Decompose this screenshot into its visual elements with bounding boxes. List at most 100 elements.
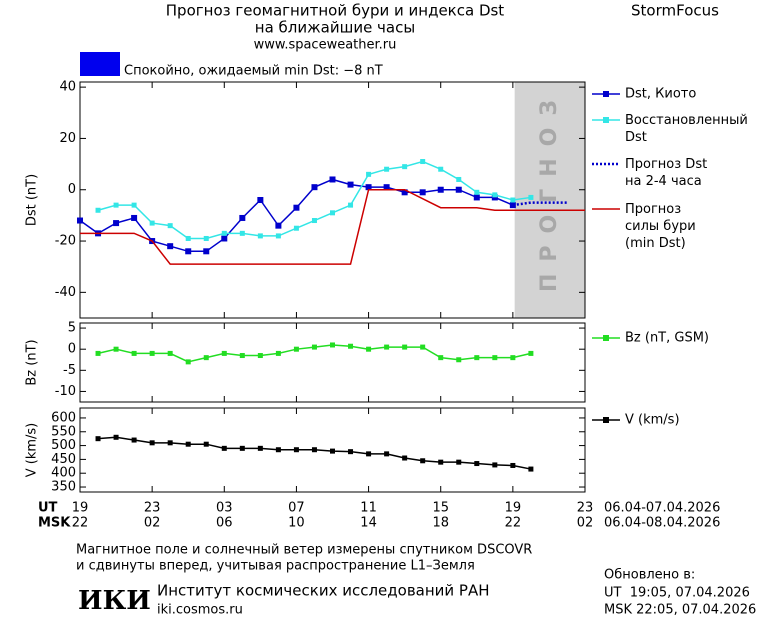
- point: [275, 350, 281, 356]
- point: [311, 344, 317, 350]
- series-line: [80, 188, 585, 265]
- point: [239, 353, 245, 359]
- point: [491, 194, 498, 201]
- point: [474, 189, 480, 195]
- y-axis-label: V (km/s): [25, 423, 40, 478]
- point: [347, 181, 354, 188]
- x-tick-label-msk: 18: [432, 516, 449, 531]
- point: [203, 235, 209, 241]
- point: [528, 350, 534, 356]
- point: [257, 445, 263, 451]
- point: [384, 166, 390, 172]
- point: [311, 447, 317, 453]
- legend-label: Dst, Киото: [625, 87, 696, 102]
- point: [510, 462, 516, 468]
- forecast-label: ПРОГНОЗ: [537, 88, 562, 292]
- x-tick-label: 19: [505, 501, 522, 516]
- y-tick-label: -20: [55, 234, 76, 249]
- point: [492, 462, 498, 468]
- y-tick-label: 500: [51, 438, 76, 453]
- point: [437, 186, 444, 193]
- point: [348, 202, 354, 208]
- point: [455, 186, 462, 193]
- point: [473, 194, 480, 201]
- point: [329, 176, 336, 183]
- x-tick-label: 23: [577, 501, 594, 516]
- date-ut: 06.04-07.04.2026: [604, 501, 720, 516]
- point: [167, 440, 173, 446]
- plot-frame: [79, 407, 586, 493]
- point: [203, 355, 209, 361]
- legend-label: Прогноз Dst на 2-4 часа: [625, 157, 707, 189]
- legend-marker: [603, 91, 609, 97]
- point: [95, 350, 101, 356]
- brand: StormFocus: [631, 2, 719, 20]
- point: [456, 459, 462, 465]
- x-axis-ut: UT: [38, 501, 58, 516]
- legend-marker: [603, 417, 609, 423]
- date-msk: 06.04-08.04.2026: [604, 516, 720, 531]
- y-tick-label: 350: [51, 480, 76, 495]
- point: [492, 355, 498, 361]
- y-tick-label: -5: [63, 363, 76, 378]
- x-tick-label: 23: [144, 501, 161, 516]
- point: [293, 204, 300, 211]
- forecast-zone: [514, 82, 585, 318]
- x-tick-label: 03: [216, 501, 233, 516]
- x-tick-label: 19: [72, 501, 89, 516]
- point: [402, 455, 408, 461]
- point: [221, 235, 228, 242]
- y-tick-label: -10: [55, 384, 76, 399]
- point: [383, 184, 390, 191]
- point: [348, 343, 354, 349]
- point: [95, 436, 101, 442]
- point: [275, 447, 281, 453]
- point: [257, 353, 263, 359]
- url: iki.cosmos.ru: [157, 603, 243, 618]
- point: [221, 350, 227, 356]
- point: [185, 359, 191, 365]
- point: [185, 441, 191, 447]
- point: [221, 230, 227, 236]
- legend-marker: [603, 335, 609, 341]
- point: [275, 222, 282, 229]
- point: [293, 225, 299, 231]
- point: [293, 346, 299, 352]
- point: [113, 220, 120, 227]
- point: [420, 344, 426, 350]
- point: [330, 210, 335, 216]
- x-tick-label-msk: 06: [216, 516, 233, 531]
- y-tick-label: -40: [55, 285, 76, 300]
- legend-label: Восстановленный Dst: [625, 113, 748, 145]
- point: [474, 355, 480, 361]
- x-tick-label: 11: [360, 501, 377, 516]
- point: [221, 445, 227, 451]
- y-tick-label: 40: [59, 80, 76, 95]
- series-line: [512, 201, 567, 207]
- point: [510, 197, 516, 203]
- point: [275, 233, 281, 239]
- point: [311, 184, 318, 191]
- x-tick-label-msk: 02: [577, 516, 594, 531]
- point: [438, 459, 444, 465]
- point: [239, 214, 246, 221]
- x-tick-label-msk: 22: [72, 516, 89, 531]
- point: [311, 218, 317, 224]
- point: [438, 166, 444, 172]
- point: [167, 350, 173, 356]
- subtitle: на ближайшие часы: [255, 19, 415, 37]
- status-box: [80, 52, 120, 76]
- series-line: [97, 436, 532, 470]
- y-tick-label: 5: [68, 321, 76, 336]
- footer-line: и сдвинуты вперед, учитывая распростране…: [76, 559, 475, 574]
- point: [257, 233, 263, 239]
- point: [366, 451, 372, 457]
- x-tick-label-msk: 02: [144, 516, 161, 531]
- point: [149, 440, 155, 446]
- point: [365, 184, 372, 191]
- y-tick-label: 0: [68, 182, 76, 197]
- point: [131, 437, 137, 443]
- point: [492, 192, 498, 198]
- plot-frame: [79, 81, 586, 319]
